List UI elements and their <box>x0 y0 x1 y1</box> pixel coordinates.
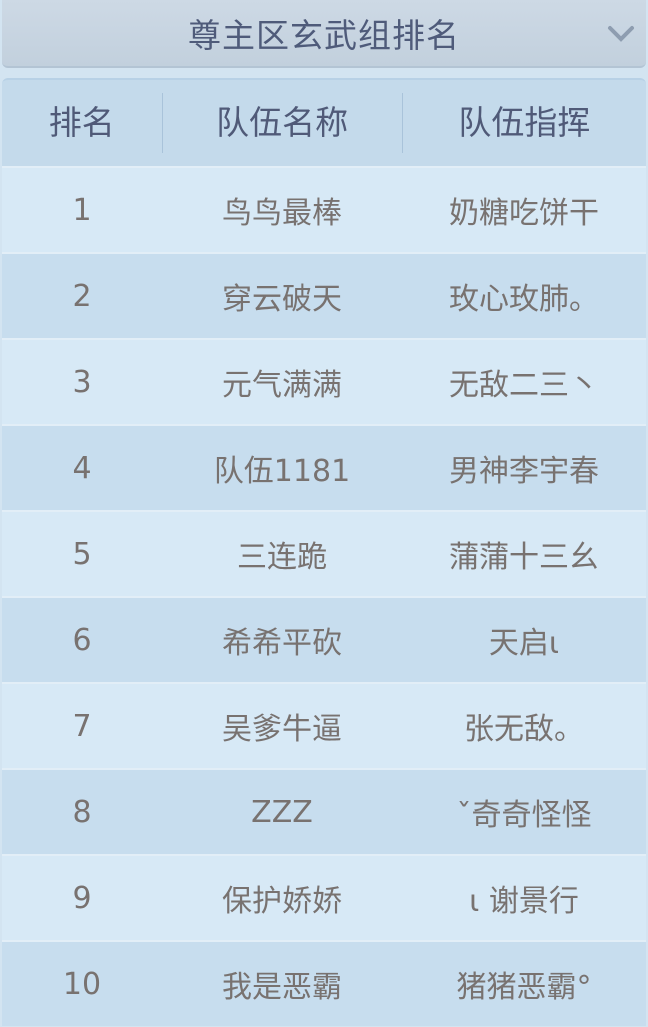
column-header-rank: 排名 <box>2 93 163 153</box>
rank-cell: 4 <box>72 450 92 486</box>
team-name-cell: 希希平砍 <box>222 626 342 661</box>
commander-cell: 男神李宇春 <box>449 454 599 489</box>
rank-cell: 2 <box>72 278 92 314</box>
group-selector-dropdown[interactable]: 尊主区玄武组排名 <box>2 0 646 68</box>
table-row[interactable]: 8 ZZZ ˇ奇奇怪怪 <box>2 768 646 854</box>
table-row[interactable]: 1 鸟鸟最棒 奶糖吃饼干 <box>2 166 646 252</box>
table-row[interactable]: 4 队伍1181 男神李宇春 <box>2 424 646 510</box>
team-name-cell: 我是恶霸 <box>222 970 342 1005</box>
commander-cell: 天启ι <box>488 626 560 661</box>
team-name-cell: 鸟鸟最棒 <box>222 196 342 231</box>
table-body: 1 鸟鸟最棒 奶糖吃饼干 2 穿云破天 玫心玫肺。 3 元气满满 无敌二三丶 4 队伍1181 男神李… <box>2 166 646 1026</box>
page-title: 尊主区玄武组排名 <box>188 16 460 55</box>
rank-cell: 9 <box>72 880 92 916</box>
chevron-down-icon[interactable] <box>606 18 636 48</box>
rank-cell: 8 <box>72 794 92 830</box>
rank-cell: 6 <box>72 622 92 658</box>
team-name-cell: ZZZ <box>251 794 313 830</box>
table-row[interactable]: 6 希希平砍 天启ι <box>2 596 646 682</box>
commander-cell: ι 谢景行 <box>469 884 579 919</box>
table-row[interactable]: 7 吴爹牛逼 张无敌。 <box>2 682 646 768</box>
team-name-cell: 队伍1181 <box>213 454 351 489</box>
table-row[interactable]: 9 保护娇娇 ι 谢景行 <box>2 854 646 940</box>
team-name-cell: 穿云破天 <box>222 282 342 317</box>
rank-cell: 10 <box>62 966 102 1002</box>
commander-cell: 猪猪恶霸° <box>456 970 592 1005</box>
team-name-cell: 元气满满 <box>222 368 342 403</box>
ranking-table: 排名 队伍名称 队伍指挥 1 鸟鸟最棒 奶糖吃饼干 2 穿云破天 玫心玫肺。 3 元气满满 无敌… <box>2 78 646 1026</box>
rank-cell: 1 <box>72 192 92 228</box>
team-name-cell: 吴爹牛逼 <box>222 712 342 747</box>
commander-cell: ˇ奇奇怪怪 <box>456 798 592 833</box>
rank-cell: 7 <box>72 708 92 744</box>
team-name-cell: 保护娇娇 <box>222 884 342 919</box>
team-name-cell: 三连跪 <box>237 540 327 575</box>
rank-cell: 5 <box>72 536 92 572</box>
rank-cell: 3 <box>72 364 92 400</box>
commander-cell: 无敌二三丶 <box>449 368 599 403</box>
table-header: 排名 队伍名称 队伍指挥 <box>2 78 646 166</box>
table-row[interactable]: 3 元气满满 无敌二三丶 <box>2 338 646 424</box>
table-row[interactable]: 10 我是恶霸 猪猪恶霸° <box>2 940 646 1026</box>
column-header-team-name: 队伍名称 <box>163 93 403 153</box>
table-row[interactable]: 2 穿云破天 玫心玫肺。 <box>2 252 646 338</box>
commander-cell: 张无敌。 <box>464 712 584 747</box>
commander-cell: 蒲蒲十三幺 <box>449 540 599 575</box>
commander-cell: 玫心玫肺。 <box>449 282 599 317</box>
commander-cell: 奶糖吃饼干 <box>449 196 599 231</box>
column-header-commander: 队伍指挥 <box>458 103 591 142</box>
table-row[interactable]: 5 三连跪 蒲蒲十三幺 <box>2 510 646 596</box>
